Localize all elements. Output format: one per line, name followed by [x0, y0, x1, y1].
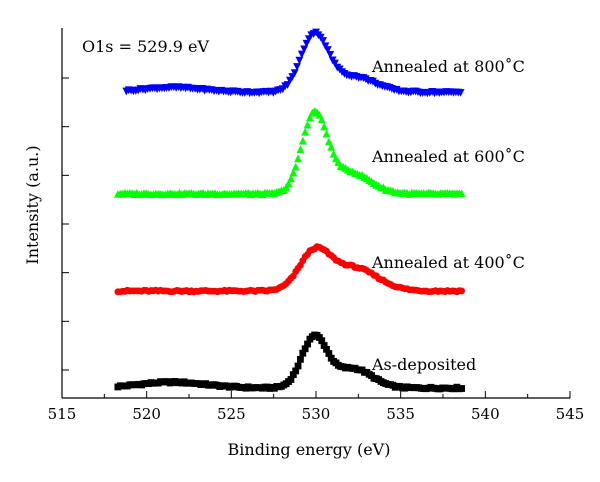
series-label-800: Annealed at 800˚C: [371, 57, 525, 76]
data-point: [306, 113, 314, 122]
data-point: [287, 174, 295, 183]
data-point: [303, 120, 312, 129]
data-point: [320, 122, 329, 131]
data-point: [319, 37, 328, 45]
data-point: [323, 46, 332, 54]
data-point: [293, 63, 301, 71]
x-tick-label: 540: [471, 405, 500, 423]
data-point: [301, 127, 310, 136]
data-point: [297, 355, 304, 363]
y-axis-title: Intensity (a.u.): [23, 145, 42, 264]
data-point: [322, 129, 331, 138]
data-point: [457, 189, 466, 198]
data-point: [301, 345, 309, 353]
data-point: [290, 69, 299, 78]
series-label-600: Annealed at 600˚C: [371, 147, 525, 166]
data-point: [323, 345, 330, 353]
data-point: [291, 162, 300, 171]
data-point: [287, 376, 295, 383]
data-point: [327, 142, 336, 151]
data-point: [326, 50, 335, 59]
data-point: [294, 154, 302, 163]
x-tick-label: 525: [217, 405, 246, 423]
data-point: [292, 367, 300, 375]
data-point: [458, 287, 466, 295]
x-tick-label: 545: [556, 405, 585, 423]
data-point: [294, 362, 302, 370]
data-point: [317, 115, 326, 124]
data-point: [284, 179, 293, 188]
axes: 515 520 525 530 535 540 545: [48, 28, 585, 423]
data-point: [295, 56, 304, 65]
data-point: [289, 168, 298, 177]
data-point: [320, 342, 328, 349]
series-2: [113, 107, 466, 199]
data-point: [299, 349, 307, 357]
data-point: [324, 137, 333, 146]
data-point: [298, 136, 307, 145]
data-point: [458, 385, 466, 392]
data-point: [296, 145, 305, 154]
data-point: [297, 50, 306, 59]
x-tick-label: 535: [386, 405, 415, 423]
data-point: [456, 88, 465, 97]
series-0: [114, 331, 466, 393]
data-point: [318, 337, 326, 345]
annotation-o1s: O1s = 529.9 eV: [82, 37, 209, 56]
series-3: [122, 28, 465, 98]
series-label-asdep: As-deposited: [371, 355, 476, 374]
data-point: [331, 59, 339, 68]
data-point: [300, 45, 309, 54]
series-1: [114, 243, 466, 296]
data-point: [325, 350, 333, 357]
x-axis-title: Binding energy (eV): [228, 440, 391, 459]
series-label-400: Annealed at 400˚C: [371, 253, 525, 272]
x-tick-label: 520: [132, 405, 161, 423]
series-layer: [113, 28, 466, 393]
x-tick-label: 515: [48, 405, 77, 423]
data-point: [304, 340, 311, 348]
data-point: [289, 371, 297, 379]
x-tick-label: 530: [302, 405, 331, 423]
